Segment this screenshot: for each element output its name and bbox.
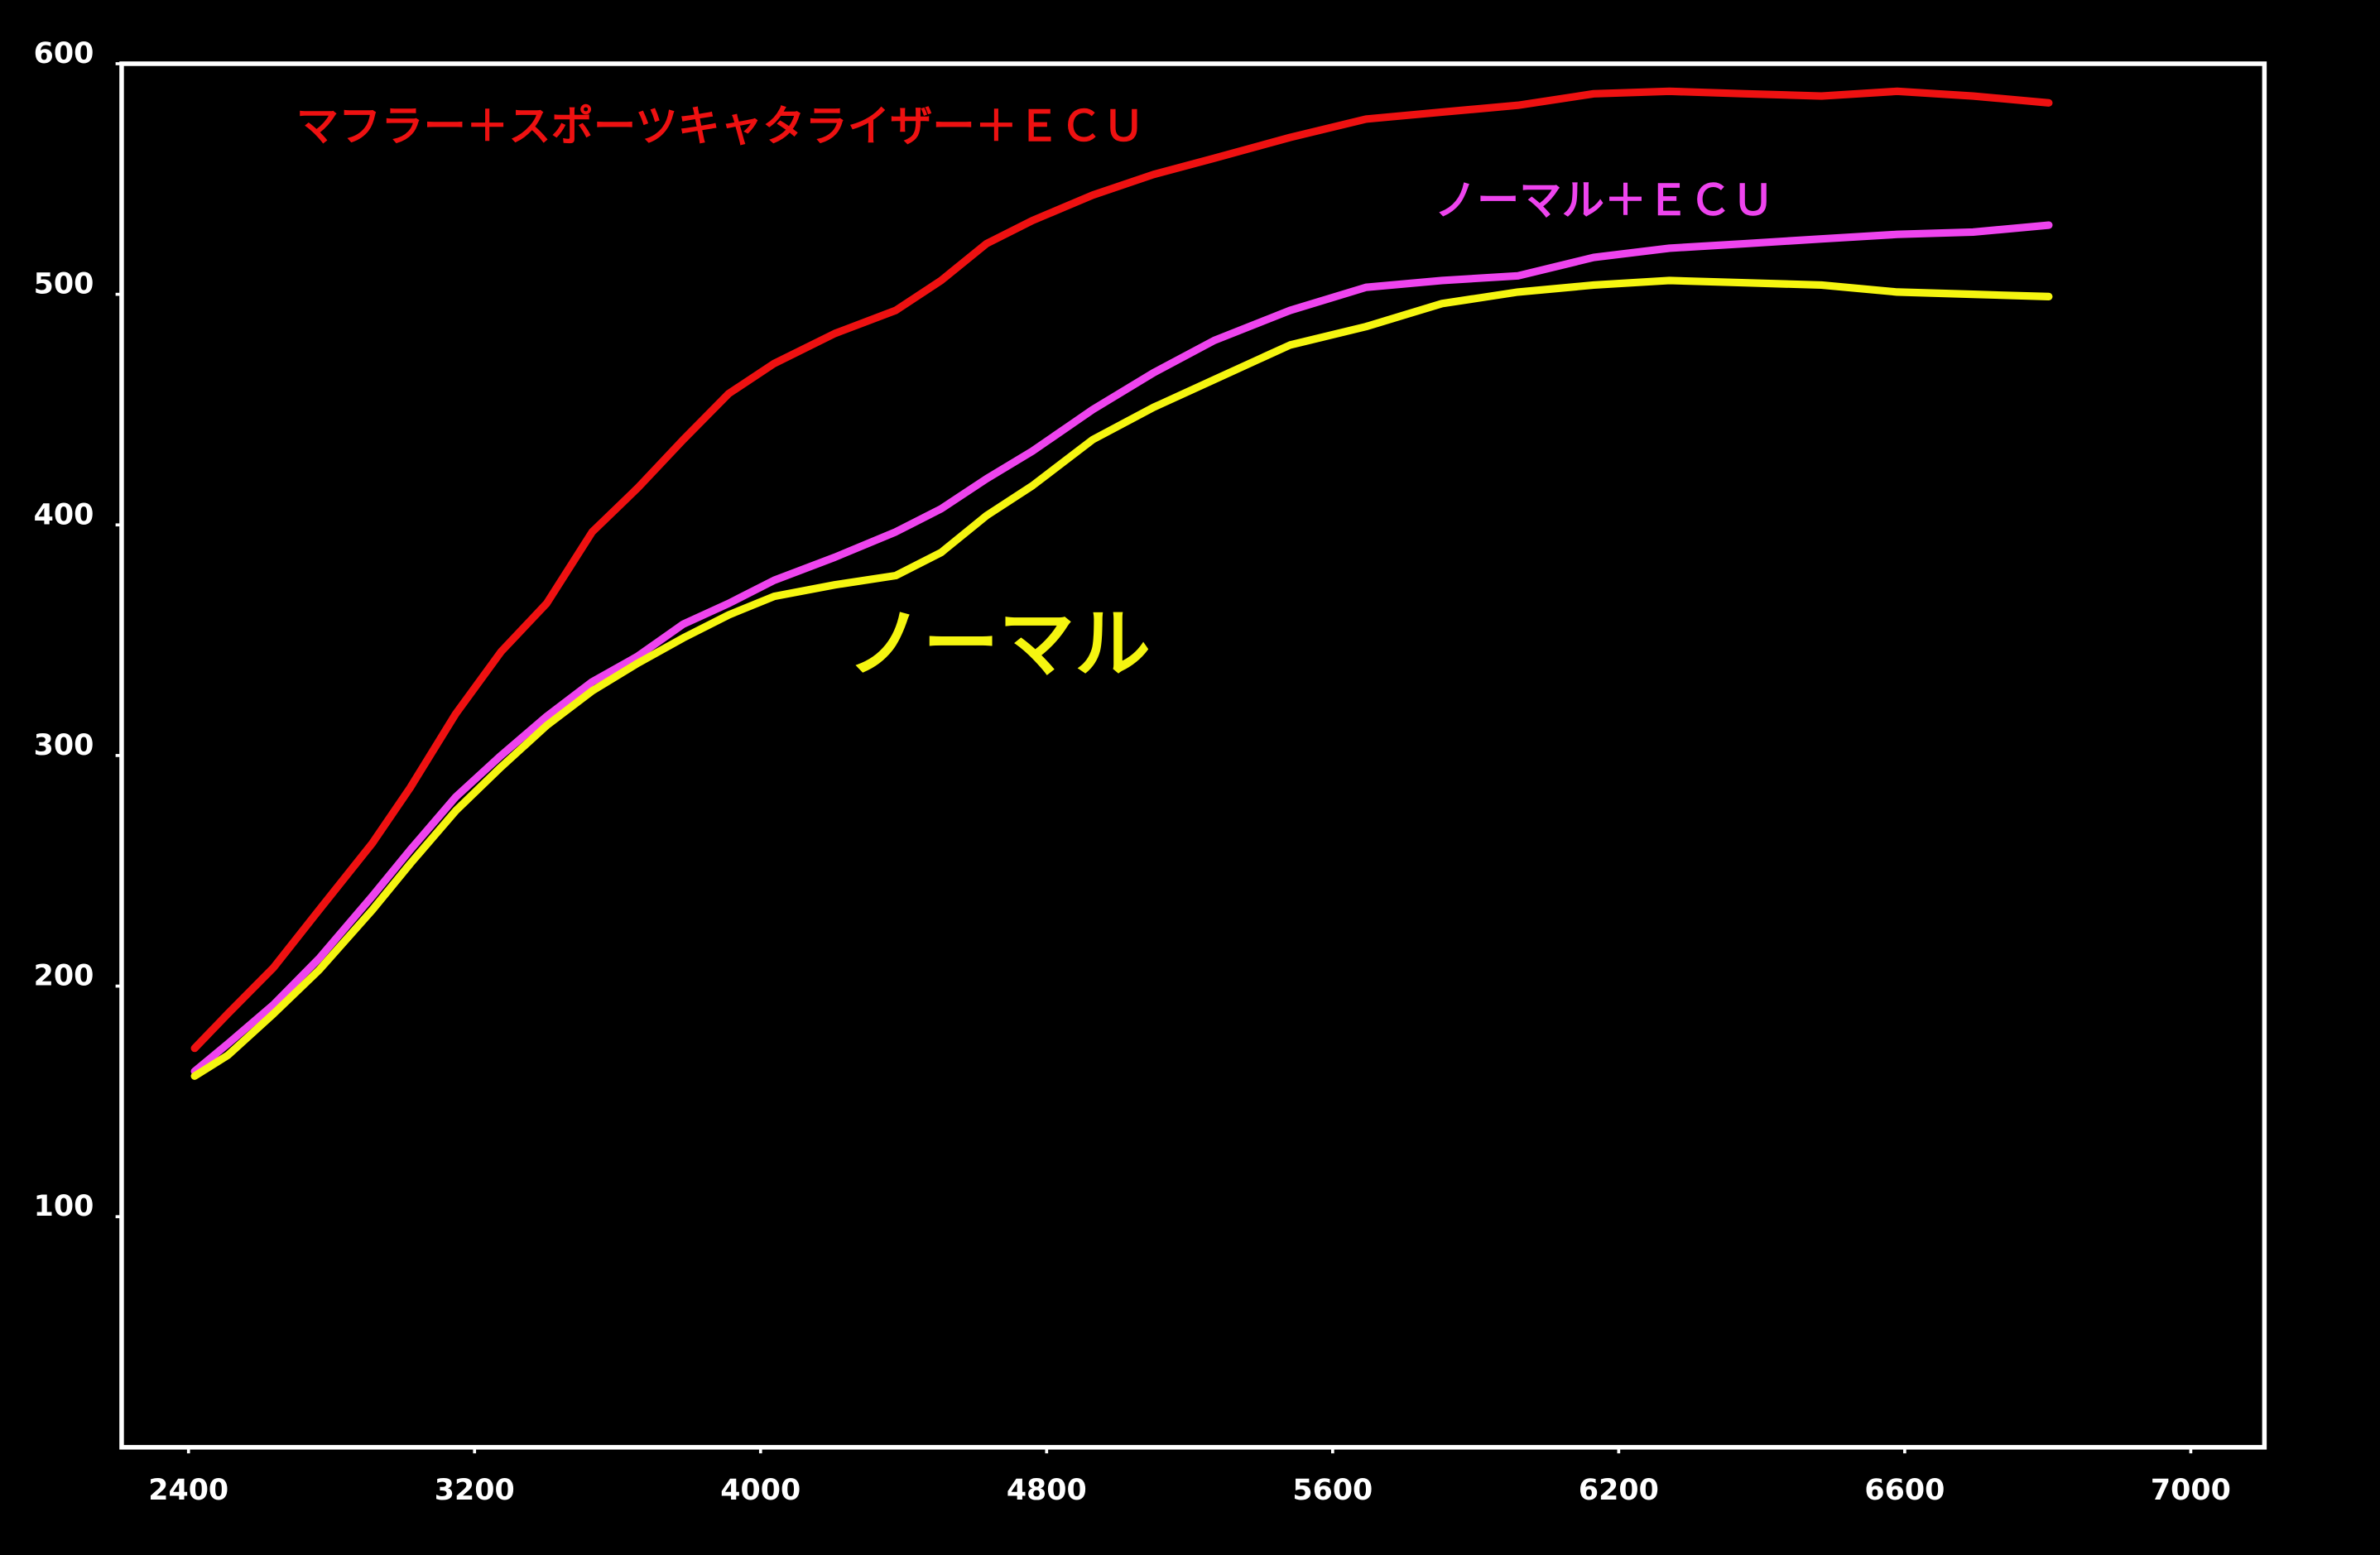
x-tick-label: 6600 (1864, 1474, 1945, 1507)
series-label: ノーマル (847, 599, 1151, 688)
x-tick-label: 4800 (1007, 1474, 1087, 1507)
series-label: マフラー＋スポーツキャタライザー＋ＥＣＵ (296, 102, 1145, 151)
series-line (190, 276, 2053, 1080)
y-tick-label: 400 (34, 498, 94, 531)
y-tick-label: 300 (34, 729, 94, 762)
x-tick-label: 6200 (1579, 1474, 1659, 1507)
y-tick-label: 200 (34, 960, 94, 993)
x-tick-label: 5600 (1292, 1474, 1373, 1507)
x-tick-label: 2400 (148, 1474, 228, 1507)
x-tick-label: 3200 (435, 1474, 515, 1507)
y-tick-label: 600 (34, 37, 94, 70)
x-tick-label: 7000 (2151, 1474, 2231, 1507)
y-tick-label: 100 (34, 1190, 94, 1223)
series-label: ノーマル＋ＥＣＵ (1435, 176, 1774, 226)
series-line (190, 221, 2053, 1076)
x-tick-label: 4000 (720, 1474, 801, 1507)
series-line (190, 87, 2053, 1053)
y-tick-label: 500 (34, 268, 94, 301)
